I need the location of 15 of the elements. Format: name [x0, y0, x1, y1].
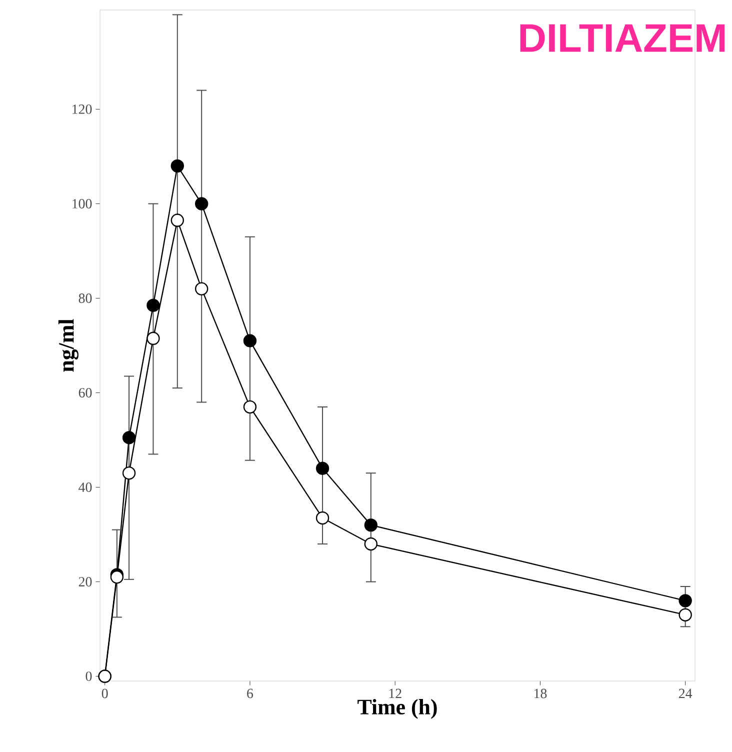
y-tick-label: 40: [78, 482, 92, 492]
chart-title: DILTIAZEM: [520, 24, 725, 52]
y-tick-label: 60: [78, 388, 92, 398]
x-tick-label: 24: [678, 688, 692, 698]
x-axis-title: Time (h): [358, 699, 437, 719]
y-tick-label: 100: [72, 199, 92, 208]
y-tick-label: 0: [86, 672, 92, 681]
x-tick-label: 18: [534, 688, 547, 698]
y-tick-label: 120: [72, 104, 92, 114]
x-tick-label: 6: [247, 688, 254, 698]
y-tick-label: 80: [78, 294, 92, 303]
y-axis-title: ng/ml: [58, 319, 78, 372]
y-tick-label: 20: [78, 577, 92, 586]
x-tick-label: 0: [102, 688, 108, 698]
x-tick-label: 12: [389, 688, 402, 698]
